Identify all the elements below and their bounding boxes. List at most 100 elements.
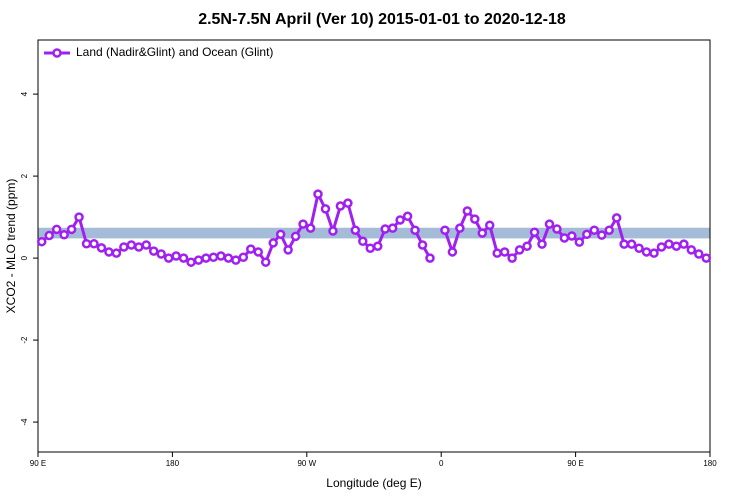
data-point: [134, 242, 144, 252]
data-point: [470, 214, 480, 224]
data-point: [499, 247, 510, 257]
data-point: [119, 242, 129, 252]
data-point: [231, 255, 241, 265]
data-point: [634, 243, 644, 254]
data-point: [604, 225, 614, 235]
data-point: [425, 253, 435, 263]
data-point: [246, 244, 256, 254]
data-point: [328, 226, 338, 236]
x-tick-label: 90 E: [30, 459, 46, 468]
data-point: [619, 239, 629, 249]
data-point: [253, 247, 264, 257]
y-tick-label: -2: [20, 336, 29, 344]
data-point: [268, 238, 278, 248]
legend-label: Land (Nadir&Glint) and Ocean (Glint): [76, 45, 273, 59]
data-point: [611, 213, 622, 223]
x-tick-label: 90 E: [567, 459, 583, 468]
y-axis-label: XCO2 - MLO trend (ppm): [4, 179, 18, 314]
data-point: [679, 239, 689, 249]
data-point: [201, 253, 211, 263]
data-point: [686, 245, 697, 255]
x-axis-label: Longitude (deg E): [326, 476, 421, 490]
data-point: [111, 248, 122, 258]
data-point: [507, 253, 517, 263]
data-point: [656, 242, 667, 252]
data-point: [51, 224, 62, 235]
data-point: [171, 251, 181, 261]
data-point: [447, 247, 458, 257]
data-point: [193, 255, 204, 265]
data-point: [410, 225, 420, 235]
data-point: [320, 204, 331, 214]
reference-band: [38, 227, 710, 239]
plot-frame: [37, 39, 711, 453]
data-point: [402, 211, 413, 222]
data-point: [514, 245, 525, 255]
data-point: [522, 241, 532, 251]
data-point: [81, 238, 92, 249]
data-point: [178, 253, 189, 263]
data-point: [238, 252, 249, 263]
data-point: [589, 225, 600, 235]
data-point: [335, 201, 346, 211]
data-point: [163, 253, 174, 263]
data-point: [104, 247, 114, 257]
data-point: [567, 231, 577, 241]
y-tick-label: 4: [20, 91, 29, 96]
data-point: [126, 240, 137, 250]
x-tick-label: 180: [703, 459, 717, 468]
data-point: [66, 224, 77, 235]
data-point: [492, 248, 502, 258]
y-tick-label: -4: [20, 418, 29, 426]
data-point: [59, 229, 69, 240]
data-point: [537, 239, 547, 249]
data-point: [313, 189, 323, 199]
data-point: [223, 253, 234, 263]
data-point: [664, 239, 674, 249]
x-tick-label: 180: [166, 459, 180, 468]
data-point: [477, 228, 488, 238]
legend-marker: [52, 48, 62, 58]
data-point: [440, 225, 450, 235]
data-point: [641, 247, 652, 257]
data-point: [208, 252, 219, 263]
data-point: [141, 240, 152, 250]
data-point: [529, 227, 540, 238]
data-point: [298, 219, 308, 229]
data-point: [148, 246, 159, 256]
data-point: [365, 243, 376, 254]
data-point: [694, 249, 704, 259]
data-point: [455, 223, 465, 233]
data-point: [343, 198, 353, 208]
data-point: [596, 230, 607, 240]
data-point: [216, 251, 226, 261]
data-point: [395, 215, 405, 225]
data-point: [462, 206, 473, 216]
data-point: [36, 236, 47, 247]
data-point: [156, 249, 166, 259]
chart-title: 2.5N-7.5N April (Ver 10) 2015-01-01 to 2…: [198, 11, 566, 28]
data-point: [290, 231, 301, 242]
data-point: [417, 240, 428, 250]
data-point: [701, 253, 712, 263]
y-tick-label: 2: [20, 173, 29, 178]
data-point: [484, 220, 495, 231]
data-point: [283, 245, 293, 255]
data-point: [260, 257, 271, 267]
data-point: [89, 238, 99, 249]
data-point: [358, 236, 368, 247]
data-point: [44, 230, 54, 241]
data-point: [74, 212, 84, 222]
y-tick-label: 0: [20, 255, 29, 260]
data-point: [649, 248, 659, 258]
data-point: [275, 229, 286, 240]
data-point: [96, 243, 107, 253]
data-point: [305, 223, 316, 233]
data-point: [372, 241, 383, 251]
data-point: [626, 239, 637, 249]
data-point: [186, 257, 196, 267]
data-point: [582, 229, 592, 240]
data-point: [380, 224, 390, 234]
data-point: [559, 233, 570, 243]
